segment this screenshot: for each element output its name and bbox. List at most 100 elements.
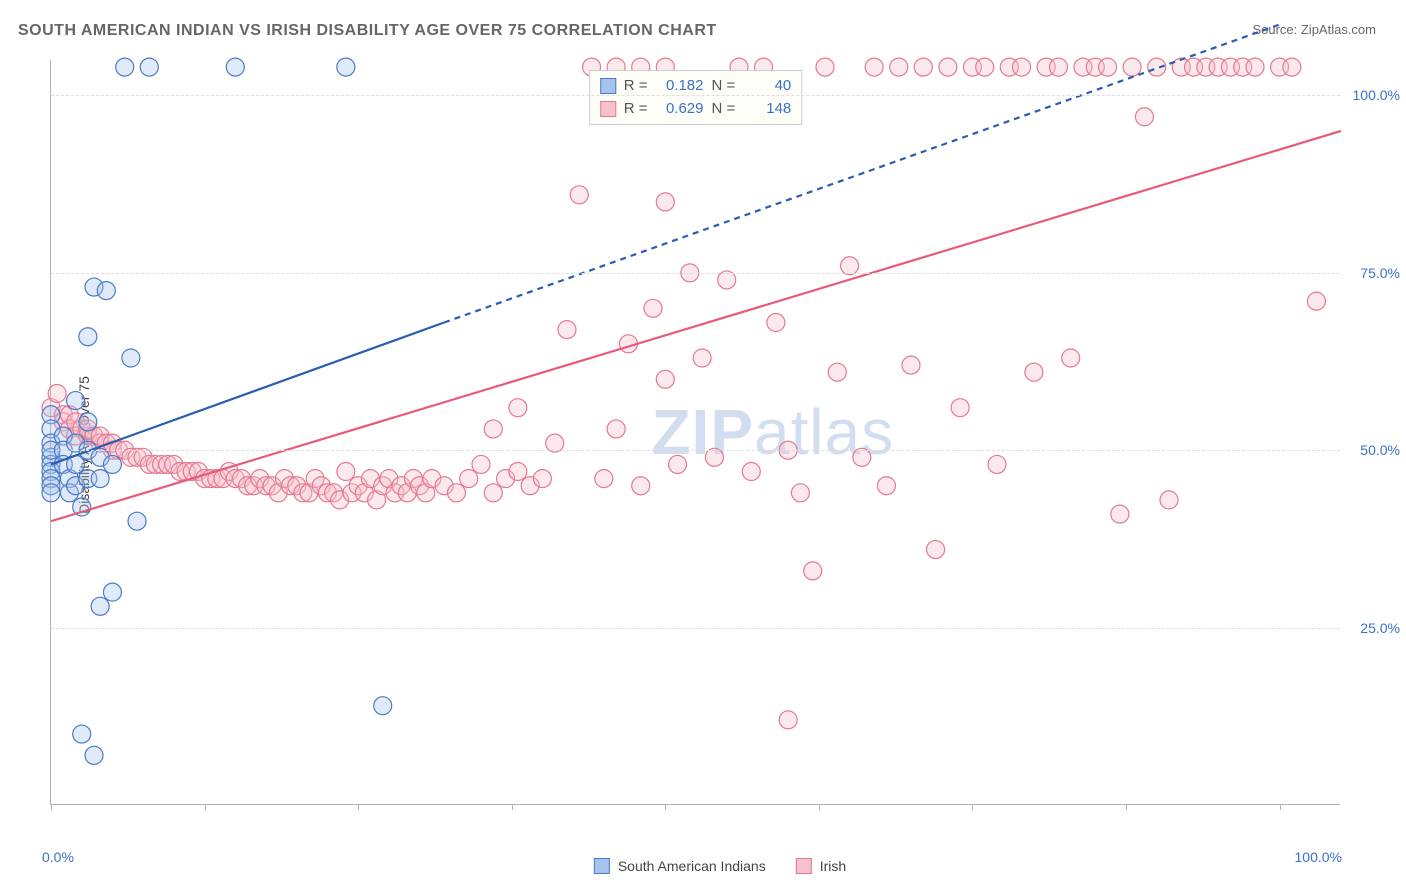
stats-swatch-blue [600,78,616,94]
data-point [988,455,1006,473]
data-point [1013,58,1031,76]
x-tick [358,804,359,810]
source-link[interactable]: ZipAtlas.com [1301,22,1376,37]
data-point [85,746,103,764]
data-point [1099,58,1117,76]
scatter-svg [51,60,1340,804]
data-point [890,58,908,76]
data-point [595,470,613,488]
data-point [1049,58,1067,76]
stats-r-label: R = [624,75,648,98]
data-point [767,314,785,332]
data-point [816,58,834,76]
data-point [570,186,588,204]
y-tick-label: 100.0% [1353,87,1400,103]
data-point [79,328,97,346]
data-point [693,349,711,367]
data-point [97,282,115,300]
data-point [1135,108,1153,126]
data-point [877,477,895,495]
grid-line [51,273,1340,274]
data-point [865,58,883,76]
data-point [1160,491,1178,509]
data-point [1307,292,1325,310]
data-point [79,413,97,431]
data-point [632,477,650,495]
data-point [484,420,502,438]
stats-r-label: R = [624,98,648,121]
correlation-stats-box: R = 0.182 N = 40 R = 0.629 N = 148 [589,70,803,125]
y-tick-label: 25.0% [1360,620,1400,636]
data-point [791,484,809,502]
x-tick [819,804,820,810]
data-point [804,562,822,580]
stats-n-label: N = [712,98,736,121]
data-point [644,299,662,317]
legend-label-pink: Irish [820,858,846,874]
data-point [91,470,109,488]
x-tick [665,804,666,810]
data-point [116,58,134,76]
trend-line [51,131,1341,521]
stats-n-label: N = [712,75,736,98]
data-point [742,463,760,481]
data-point [976,58,994,76]
x-tick [205,804,206,810]
data-point [42,484,60,502]
plot-region: ZIPatlas R = 0.182 N = 40 R = 0.629 N = … [50,60,1340,805]
x-tick-0: 0.0% [42,849,74,865]
data-point [828,363,846,381]
data-point [509,399,527,417]
data-point [1111,505,1129,523]
data-point [1123,58,1141,76]
data-point [533,470,551,488]
data-point [103,455,121,473]
legend-item-blue: South American Indians [594,858,766,874]
legend-swatch-pink [796,858,812,874]
data-point [73,725,91,743]
x-tick [51,804,52,810]
data-point [779,711,797,729]
data-point [484,484,502,502]
y-tick-label: 75.0% [1360,265,1400,281]
stats-n-blue: 40 [743,75,791,98]
data-point [460,470,478,488]
grid-line [51,95,1340,96]
data-point [669,455,687,473]
data-point [558,321,576,339]
data-point [1062,349,1080,367]
legend-label-blue: South American Indians [618,858,766,874]
data-point [951,399,969,417]
data-point [509,463,527,481]
source-label: Source: [1252,22,1300,37]
legend: South American Indians Irish [594,858,846,874]
data-point [103,583,121,601]
x-tick [512,804,513,810]
data-point [472,455,490,473]
x-tick [972,804,973,810]
data-point [914,58,932,76]
data-point [1283,58,1301,76]
chart-area: Disability Age Over 75 ZIPatlas R = 0.18… [50,50,1390,840]
y-tick-label: 50.0% [1360,442,1400,458]
trend-line [444,25,1279,323]
stats-r-pink: 0.629 [656,98,704,121]
data-point [656,370,674,388]
data-point [927,541,945,559]
grid-line [51,450,1340,451]
stats-swatch-pink [600,101,616,117]
data-point [226,58,244,76]
data-point [656,193,674,211]
data-point [1025,363,1043,381]
data-point [128,512,146,530]
source-attribution: Source: ZipAtlas.com [1252,22,1376,37]
grid-line [51,628,1340,629]
data-point [939,58,957,76]
legend-item-pink: Irish [796,858,846,874]
data-point [337,463,355,481]
data-point [91,597,109,615]
stats-row-pink: R = 0.629 N = 148 [600,98,792,121]
data-point [67,392,85,410]
stats-row-blue: R = 0.182 N = 40 [600,75,792,98]
data-point [374,697,392,715]
